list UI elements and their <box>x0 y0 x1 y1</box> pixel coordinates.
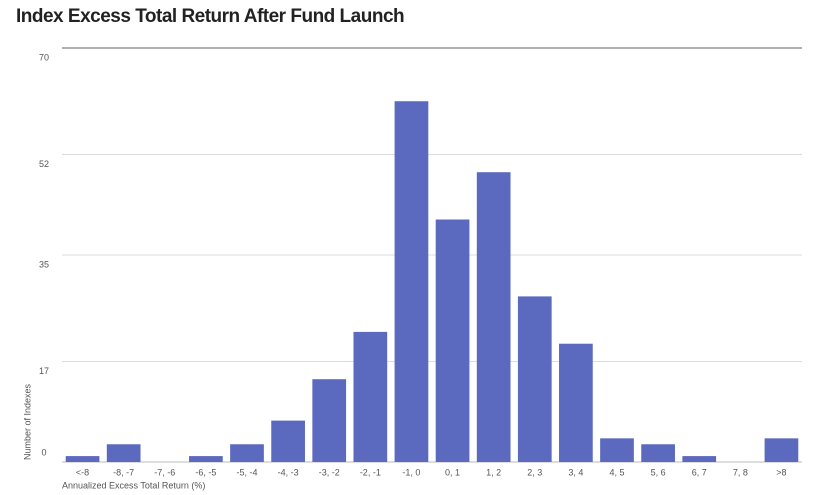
x-tick-label: -8, -7 <box>113 467 134 477</box>
bar <box>435 219 470 462</box>
bar <box>312 379 347 462</box>
x-tick-label: 5, 6 <box>651 467 666 477</box>
x-tick-label: 1, 2 <box>486 467 501 477</box>
bar <box>106 444 141 462</box>
x-tick-label: -1, 0 <box>402 467 420 477</box>
bar <box>764 438 799 462</box>
chart-title: Index Excess Total Return After Fund Lau… <box>16 6 404 27</box>
y-tick-label: 0 <box>41 447 46 457</box>
bar <box>353 331 388 462</box>
y-tick-label: 35 <box>39 259 49 269</box>
x-tick-label: -2, -1 <box>360 467 381 477</box>
x-tick-label: >8 <box>776 467 786 477</box>
x-tick-label: -5, -4 <box>236 467 257 477</box>
bar <box>271 420 305 462</box>
x-tick-label: 6, 7 <box>692 467 707 477</box>
bar <box>230 444 264 462</box>
bar <box>517 296 552 462</box>
x-tick-label: -3, -2 <box>319 467 340 477</box>
bar <box>600 438 634 462</box>
x-tick-label: 7, 8 <box>733 467 748 477</box>
y-axis-label: Number of Indexes <box>22 383 32 460</box>
y-tick-label: 52 <box>39 159 49 169</box>
x-axis-label: Annualized Excess Total Return (%) <box>62 480 205 490</box>
y-tick-label: 17 <box>39 366 49 376</box>
x-tick-label: 4, 5 <box>609 467 624 477</box>
x-tick-label: -7, -6 <box>154 467 175 477</box>
bar <box>189 456 223 462</box>
x-tick-label: -6, -5 <box>195 467 216 477</box>
x-tick-label: 0, 1 <box>445 467 460 477</box>
y-tick-label: 70 <box>39 52 49 62</box>
bar <box>394 101 429 462</box>
x-tick-label: <-8 <box>76 467 89 477</box>
bar <box>641 444 675 462</box>
bar <box>682 456 717 462</box>
x-tick-label: 3, 4 <box>568 467 583 477</box>
bar <box>559 343 593 462</box>
x-tick-label: 2, 3 <box>527 467 542 477</box>
bar <box>65 456 100 462</box>
x-tick-label: -4, -3 <box>278 467 299 477</box>
bar <box>476 172 511 462</box>
